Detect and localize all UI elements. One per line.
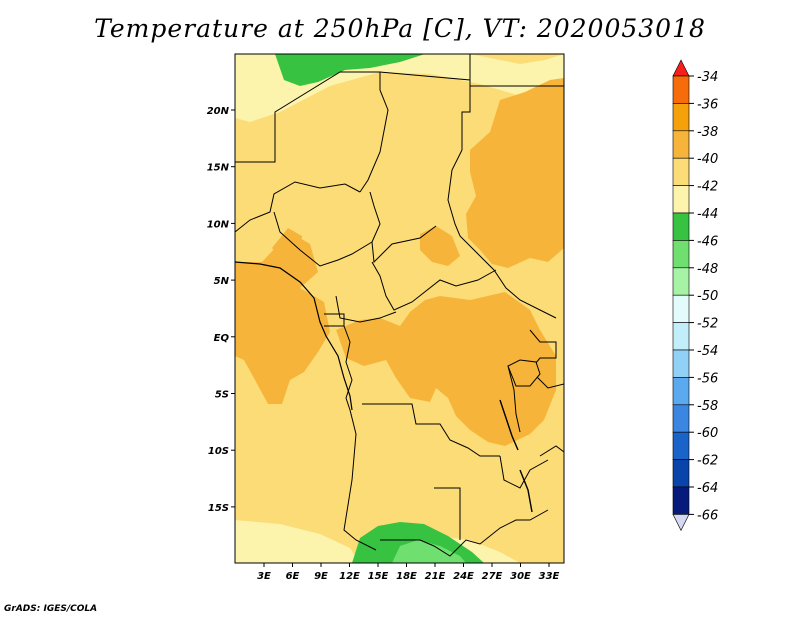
lon-tick-label: 18E (396, 571, 417, 582)
lat-tick-label: 15S (208, 503, 229, 514)
lake-tanganyika (499, 399, 519, 451)
lake-victoria (507, 359, 541, 387)
lat-tick-label: EQ (214, 333, 230, 344)
colorbar-level-label: -40 (697, 152, 718, 167)
lon-tick-label: 27E (482, 571, 503, 582)
grads-credit: GrADS: IGES/COLA (4, 604, 98, 614)
colorbar-cell (672, 267, 690, 296)
colorbar-cell (672, 157, 690, 186)
colorbar-level-label: -64 (697, 481, 718, 496)
colorbar-level-label: -56 (697, 371, 718, 386)
colorbar-cells (672, 59, 690, 532)
latitude-axis: 20N 15N 10N 5N EQ 5S 10S 15S (207, 106, 235, 514)
colorbar-cell (672, 75, 690, 104)
field-warm-east (466, 78, 564, 268)
lat-tick-label: 5N (214, 276, 230, 287)
colorbar-level-label: -48 (697, 262, 718, 277)
colorbar-level-label: -38 (697, 125, 718, 140)
colorbar-level-label: -52 (697, 317, 718, 332)
lon-tick-label: 12E (339, 571, 360, 582)
field-pale-south (235, 520, 360, 563)
colorbar-level-label: -42 (697, 180, 718, 195)
colorbar-level-label: -60 (697, 426, 718, 441)
colorbar-level-label: -62 (697, 454, 718, 469)
field-warm-central (420, 226, 460, 266)
coastline-west (234, 261, 353, 411)
country-borders (235, 54, 564, 557)
lon-tick-label: 6E (286, 571, 300, 582)
colorbar-level-label: -36 (697, 97, 718, 112)
colorbar-cell (672, 294, 690, 323)
colorbar-level-label: -54 (697, 344, 718, 359)
colorbar-cell (672, 431, 690, 460)
colorbar-labels: -34 -36 -38 -40 -42 -44 -46 -48 -50 -52 -54 -56 -58 -… (689, 70, 718, 523)
colorbar-cell (672, 103, 690, 132)
colorbar-bottom-triangle (672, 514, 690, 532)
colorbar-cell (672, 404, 690, 433)
lat-tick-label: 15N (207, 163, 230, 174)
map-frame (234, 53, 565, 564)
field-warm-west (235, 232, 330, 404)
colorbar-cell (672, 459, 690, 488)
lon-tick-label: 15E (368, 571, 389, 582)
colorbar-level-label: -50 (697, 289, 718, 304)
lon-tick-label: 30E (510, 571, 531, 582)
field-green-south-inner (392, 540, 466, 563)
colorbar-cell (672, 240, 690, 269)
lat-tick-label: 10S (208, 446, 229, 457)
field-green-north (275, 54, 425, 86)
colorbar-cell (672, 212, 690, 241)
colorbar-cell (672, 185, 690, 214)
temperature-field (235, 54, 564, 563)
lat-tick-label: 10N (207, 219, 230, 230)
field-warm-sahel (272, 228, 302, 264)
colorbar-cell (672, 130, 690, 159)
colorbar-level-label: -46 (697, 234, 718, 249)
lake-malawi (519, 469, 533, 513)
lat-tick-label: 20N (207, 106, 230, 117)
field-warm-congo (336, 292, 556, 446)
lon-tick-label: 33E (539, 571, 560, 582)
colorbar-cell (672, 377, 690, 406)
colorbar-level-label: -34 (697, 70, 718, 85)
colorbar-level-label: -44 (697, 207, 718, 222)
colorbar-cell (672, 322, 690, 351)
colorbar-cell (672, 349, 690, 378)
lon-tick-label: 9E (314, 571, 328, 582)
map-title: Temperature at 250hPa [C], VT: 202005301… (94, 14, 706, 43)
longitude-axis: 3E 6E 9E 12E 15E 18E 21E 24E 27E 30E 33E (257, 563, 560, 582)
lat-tick-label: 5S (215, 390, 229, 401)
colorbar-cell (672, 486, 690, 515)
lon-tick-label: 21E (425, 571, 446, 582)
colorbar-level-label: -58 (697, 399, 718, 414)
lon-tick-label: 24E (453, 571, 474, 582)
lon-tick-label: 3E (257, 571, 271, 582)
colorbar-top-triangle (672, 59, 690, 77)
colorbar-level-label: -66 (697, 508, 718, 523)
